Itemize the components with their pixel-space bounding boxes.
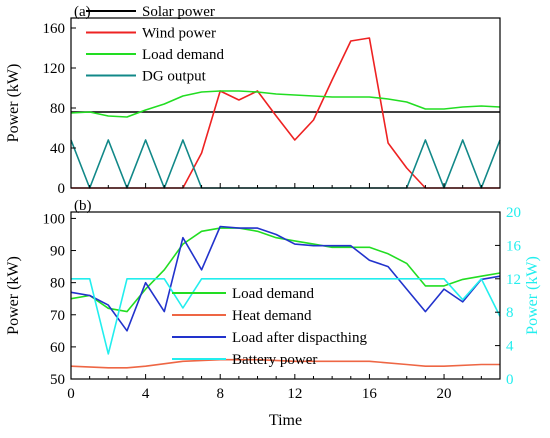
- y-axis-label: Power (kW): [5, 64, 22, 143]
- legend-label: Wind power: [142, 26, 216, 42]
- y-tick-label: 50: [50, 372, 65, 388]
- y-tick-label: 160: [43, 21, 66, 37]
- y-tick-label: 80: [50, 101, 65, 117]
- series-line-a-3: [70, 139, 501, 189]
- x-tick-label: 0: [67, 386, 75, 402]
- panel-b-chart: 0 4 8 12 16 20 Time 50 60 70 80 90 100 Power (kW) 0 4 8 1…: [5, 198, 541, 429]
- y-tick-label: 120: [43, 61, 66, 77]
- y-tick-label: 60: [50, 340, 65, 356]
- x-tick-label: 20: [437, 386, 452, 402]
- series-line-b-2: [70, 225, 501, 332]
- panel-a-chart: 0 40 80 120 160 Power (kW) (a) Solar power Wind …: [5, 4, 501, 197]
- series-line-b-3: [71, 277, 501, 355]
- y-tick-label: 70: [50, 308, 65, 324]
- x-tick-label: 16: [362, 386, 378, 402]
- y-axis-label: Power (kW): [5, 256, 22, 335]
- legend-label: Heat demand: [232, 308, 312, 324]
- y2-tick-label: 4: [506, 339, 514, 355]
- y-tick-label: 90: [50, 244, 65, 260]
- y-tick-label: 80: [50, 276, 65, 292]
- legend-label: Load demand: [232, 286, 315, 302]
- series-line-a-1: [71, 37, 500, 189]
- y2-tick-label: 20: [506, 205, 521, 221]
- x-axis-label: Time: [269, 412, 302, 429]
- plot-frame-b: [70, 211, 501, 380]
- y2-tick-label: 16: [506, 238, 522, 254]
- legend-label: Load after dispacthing: [232, 330, 367, 346]
- y2-tick-label: 8: [506, 305, 514, 321]
- series-line-a-2: [70, 90, 501, 118]
- legend-label: DG output: [142, 69, 207, 85]
- panel-label: (b): [74, 198, 92, 214]
- y2-tick-label: 12: [506, 272, 521, 288]
- x-tick-label: 4: [142, 386, 150, 402]
- legend-label: Load demand: [142, 47, 225, 63]
- y-tick-label: 40: [50, 141, 65, 157]
- y-tick-label: 100: [43, 211, 66, 227]
- legend-label: Battery power: [232, 352, 317, 368]
- legend-label: Solar power: [142, 4, 215, 20]
- x-tick-label: 12: [287, 386, 302, 402]
- y-tick-label: 0: [58, 181, 66, 197]
- panel-label: (a): [74, 4, 91, 20]
- y2-axis-label: Power (kW): [524, 256, 541, 335]
- series-line-b-1: [70, 358, 500, 369]
- y2-tick-label: 0: [506, 372, 514, 388]
- x-tick-label: 8: [216, 386, 224, 402]
- plot-frame-a: [70, 17, 501, 189]
